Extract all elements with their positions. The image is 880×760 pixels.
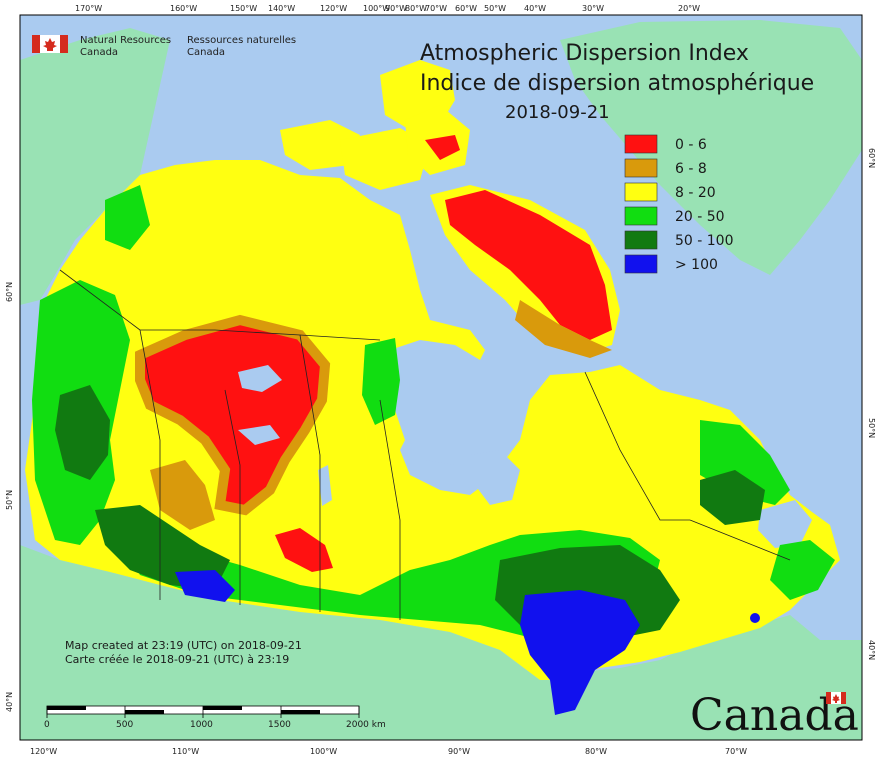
lon-label: 40°W xyxy=(524,4,546,13)
zone-red-baffin xyxy=(445,190,612,340)
lon-label: 60°W xyxy=(455,4,477,13)
james-bay xyxy=(470,450,520,505)
scale-label: 1500 xyxy=(268,720,291,730)
scale-label: 1000 xyxy=(190,720,213,730)
provincial-boundaries xyxy=(59,269,791,620)
graticule-left-labels: 60°N 50°N 40°N xyxy=(5,282,14,712)
map-date: 2018-09-21 xyxy=(505,102,610,123)
agency-fr-line1: Ressources naturelles xyxy=(187,35,296,46)
lon-label: 100°W xyxy=(363,4,390,13)
maple-leaf-icon xyxy=(832,694,840,703)
lon-label: 160°W xyxy=(170,4,197,13)
wordmark-flag-right xyxy=(841,692,846,704)
lon-label: 80°W xyxy=(585,747,607,756)
lon-label: 90°W xyxy=(385,4,407,13)
legend-swatch xyxy=(624,134,658,154)
created-en: Map created at 23:19 (UTC) on 2018-09-21 xyxy=(65,639,302,652)
lat-label: 40°N xyxy=(5,692,14,712)
lon-label: 30°W xyxy=(582,4,604,13)
zone-blue-spot xyxy=(750,613,760,623)
legend-swatch xyxy=(624,158,658,178)
lat-label: 60°N xyxy=(5,282,14,302)
zone-orange-ring xyxy=(135,314,331,516)
legend-swatch xyxy=(624,182,658,202)
zone-darkgreen-south xyxy=(95,505,230,590)
zone-red-prairie xyxy=(275,528,333,572)
legend-swatch xyxy=(624,230,658,250)
lon-label: 90°W xyxy=(448,747,470,756)
zone-darkgreen-quebec xyxy=(700,470,765,525)
hudson-bay xyxy=(388,340,500,465)
scale-label: 0 xyxy=(44,720,50,730)
legend-label: 20 - 50 xyxy=(675,209,725,225)
graticule-right-labels: 60°N 50°N 40°N xyxy=(867,148,876,660)
title-fr: Indice de dispersion atmosphérique xyxy=(420,71,814,96)
map-frame xyxy=(19,14,863,741)
scale-label: 500 xyxy=(116,720,133,730)
lake-winnipeg xyxy=(318,465,332,506)
zone-green-hudson xyxy=(362,338,400,425)
legend-label: 6 - 8 xyxy=(675,161,707,177)
lon-label: 120°W xyxy=(320,4,347,13)
lon-label: 20°W xyxy=(678,4,700,13)
lon-label: 110°W xyxy=(172,747,199,756)
legend-label: > 100 xyxy=(675,257,718,273)
zone-orange-bc xyxy=(150,460,215,530)
flag-right-bar xyxy=(60,35,68,53)
zone-red-north xyxy=(425,135,460,160)
scale-bar: 0 500 1000 1500 2000 km xyxy=(44,705,386,730)
lon-label: 120°W xyxy=(30,747,57,756)
lon-label: 150°W xyxy=(230,4,257,13)
agency-en-line1: Natural Resources xyxy=(80,35,171,46)
legend-label: 0 - 6 xyxy=(675,137,707,153)
canada-wordmark: Canada xyxy=(690,690,859,741)
graticule-top-labels: 170°W 160°W 150°W 140°W 120°W 100°W 90°W… xyxy=(75,4,700,13)
lon-label: 80°W xyxy=(405,4,427,13)
legend-swatch xyxy=(624,206,658,226)
legend: 0 - 6 6 - 8 8 - 20 20 - 50 50 - 100 > 100 xyxy=(624,134,734,274)
zone-blue-great-lakes xyxy=(520,590,640,715)
zone-orange-baffin-edge xyxy=(515,300,612,358)
greenland-landmass xyxy=(560,20,862,275)
lon-label: 50°W xyxy=(484,4,506,13)
great-bear-lake xyxy=(238,365,282,392)
usa-landmass xyxy=(20,545,862,740)
title-en: Atmospheric Dispersion Index xyxy=(420,41,749,66)
created-fr: Carte créée le 2018-09-21 (UTC) à 23:19 xyxy=(65,653,289,666)
alaska-landmass xyxy=(20,28,170,305)
legend-swatch xyxy=(624,254,658,274)
legend-label: 8 - 20 xyxy=(675,185,716,201)
wordmark-flag-left xyxy=(826,692,831,704)
lat-label: 40°N xyxy=(867,640,876,660)
zone-green-north-yukon xyxy=(105,185,150,250)
scale-label: 2000 km xyxy=(346,720,386,730)
graticule-bottom-labels: 120°W 110°W 100°W 90°W 80°W 70°W xyxy=(30,747,747,756)
lon-label: 170°W xyxy=(75,4,102,13)
zone-green-maritimes xyxy=(770,540,835,600)
lon-label: 70°W xyxy=(425,4,447,13)
zone-blue-prairie xyxy=(175,570,235,602)
maple-leaf-icon xyxy=(43,38,57,51)
lat-label: 60°N xyxy=(867,148,876,168)
agency-signature: Natural Resources Canada Ressources natu… xyxy=(32,35,296,58)
agency-fr-line2: Canada xyxy=(187,47,225,58)
gulf-of-st-lawrence xyxy=(758,500,812,548)
zone-darkgreen-bc xyxy=(55,385,110,480)
lon-label: 70°W xyxy=(725,747,747,756)
lon-label: 140°W xyxy=(268,4,295,13)
flag-left-bar xyxy=(32,35,40,53)
agency-en-line2: Canada xyxy=(80,47,118,58)
great-slave-lake xyxy=(238,425,280,445)
arctic-island-west xyxy=(280,120,360,170)
lon-label: 100°W xyxy=(310,747,337,756)
lat-label: 50°N xyxy=(5,490,14,510)
lat-label: 50°N xyxy=(867,418,876,438)
legend-label: 50 - 100 xyxy=(675,233,734,249)
